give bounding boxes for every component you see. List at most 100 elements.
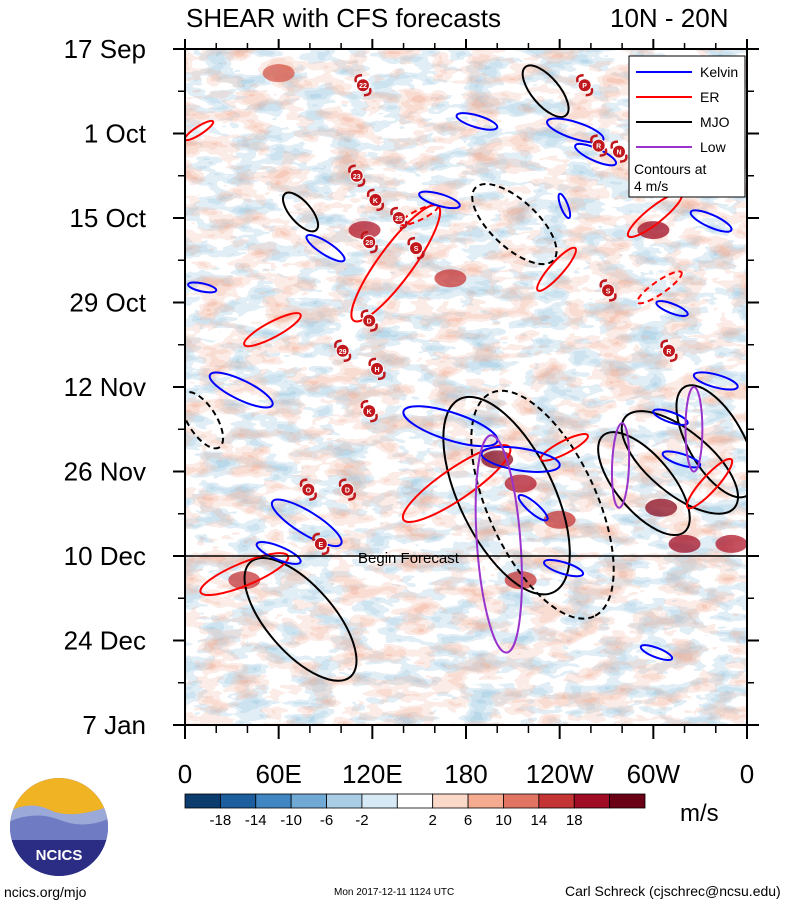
colorbar-swatch (219, 793, 257, 809)
storm-marker: 28 (360, 230, 378, 254)
storm-marker: E (312, 532, 330, 556)
storm-label: O (306, 488, 312, 495)
storm-marker: 22 (354, 73, 372, 97)
storm-label: 29 (339, 349, 347, 356)
colorbar-label: -14 (245, 812, 267, 829)
legend-note-2: 4 m/s (634, 178, 668, 194)
colorbar-swatch (538, 793, 575, 809)
shear-patch (543, 510, 576, 529)
colorbar-swatch (573, 793, 611, 809)
y-tick-label: 1 Oct (84, 119, 147, 149)
mjo-contour (620, 410, 740, 515)
kelvin-contour (270, 498, 343, 548)
mjo-contour (521, 64, 570, 118)
legend-label: ER (700, 89, 719, 105)
ncics-logo: NCICS (10, 778, 108, 876)
kelvin-contour (455, 112, 499, 131)
er-contour (636, 270, 683, 305)
kelvin-contour (692, 371, 739, 391)
x-tick-label: 60W (627, 759, 681, 789)
colorbar-swatch (255, 793, 292, 809)
footer-author: Carl Schreck (cjschrec@ncsu.edu) (565, 883, 781, 899)
storm-label: D (367, 319, 372, 326)
storm-label: S (606, 288, 611, 295)
low-contour (684, 386, 704, 473)
footer-site[interactable]: ncics.org/mjo (4, 884, 87, 900)
storm-label: K (367, 409, 372, 416)
storm-marker: S (407, 236, 425, 260)
colorbar-swatch (503, 793, 540, 809)
y-tick-label: 26 Nov (64, 457, 146, 487)
storm-marker: O (299, 478, 317, 501)
x-tick-label: 120E (342, 759, 403, 789)
storm-marker: P (576, 73, 594, 97)
colorbar-swatch (290, 793, 327, 809)
kelvin-contour (305, 234, 346, 263)
storm-label: D (345, 488, 350, 495)
kelvin-contour (208, 371, 274, 409)
storm-marker: 23 (348, 164, 366, 187)
colorbar-swatch (326, 793, 363, 809)
er-contour (536, 246, 577, 292)
colorbar-swatch (432, 793, 469, 809)
colorbar-label: 18 (566, 812, 583, 829)
storm-label: E (318, 542, 323, 549)
y-tick-label: 12 Nov (64, 372, 146, 402)
colorbar-label: 2 (429, 812, 437, 829)
legend-note-1: Contours at (634, 161, 706, 177)
storm-marker: 29 (334, 339, 352, 363)
storm-label: H (374, 367, 379, 374)
storm-label: 23 (353, 174, 361, 181)
kelvin-contour (639, 644, 674, 662)
kelvin-contour (418, 190, 461, 210)
shear-patch (668, 534, 701, 553)
storm-label: K (373, 198, 378, 205)
kelvin-contour (480, 445, 561, 473)
kelvin-contour (517, 494, 549, 522)
er-contour (243, 312, 302, 348)
low-contour (610, 422, 631, 509)
kelvin-contour (255, 541, 302, 565)
kelvin-contour (402, 405, 499, 448)
colorbar-label: 14 (531, 812, 548, 829)
colorbar-label: -2 (355, 812, 368, 829)
storm-marker: R (590, 134, 608, 157)
storm-label: P (582, 83, 587, 90)
region-label: 10N - 20N (610, 3, 729, 33)
storm-label: 25 (395, 216, 403, 223)
y-tick-label: 7 Jan (82, 710, 146, 740)
kelvin-contour (557, 192, 572, 220)
legend-label: MJO (700, 114, 730, 130)
y-tick-label: 10 Dec (64, 541, 146, 571)
storm-marker: S (599, 279, 617, 302)
storm-label: S (414, 246, 419, 253)
storm-marker: R (660, 339, 678, 363)
storm-marker: K (366, 188, 385, 212)
footer-timestamp: Mon 2017-12-11 1124 UTC (334, 887, 455, 898)
storm-marker: D (360, 309, 378, 332)
x-tick-label: 180 (444, 759, 487, 789)
storm-label: R (666, 349, 671, 356)
shear-patch (348, 221, 381, 240)
kelvin-contour (187, 281, 218, 294)
kelvin-contour (652, 408, 689, 426)
legend-label: Low (700, 139, 727, 155)
mjo-contour (442, 395, 571, 596)
storm-marker: N (610, 140, 628, 163)
shear-patch (645, 498, 678, 517)
colorbar-label: -10 (280, 812, 302, 829)
logo-text: NCICS (36, 847, 83, 864)
mjo-contour (281, 191, 320, 233)
legend-label: Kelvin (700, 64, 738, 80)
colorbar-swatch (467, 793, 504, 809)
mjo-contour (243, 556, 358, 682)
colorbar-label: 10 (495, 812, 512, 829)
shear-patch (504, 474, 537, 493)
shear-patch (504, 571, 537, 590)
storm-marker: 25 (390, 206, 408, 230)
kelvin-contour (546, 117, 605, 144)
colorbar-swatch (396, 793, 434, 809)
kelvin-contour (655, 300, 689, 317)
y-tick-label: 24 Dec (64, 626, 146, 656)
